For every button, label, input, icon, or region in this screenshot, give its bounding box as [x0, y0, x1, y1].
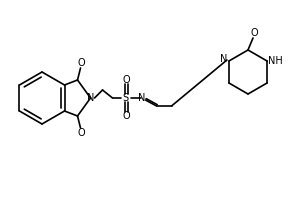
Text: O: O [123, 111, 130, 121]
Text: O: O [78, 128, 85, 138]
Text: N: N [87, 93, 94, 103]
Text: N: N [220, 54, 228, 64]
Text: O: O [78, 58, 85, 68]
Text: O: O [250, 28, 258, 38]
Text: NH: NH [268, 56, 282, 66]
Text: N: N [138, 93, 145, 103]
Text: S: S [122, 93, 129, 103]
Text: O: O [123, 75, 130, 85]
